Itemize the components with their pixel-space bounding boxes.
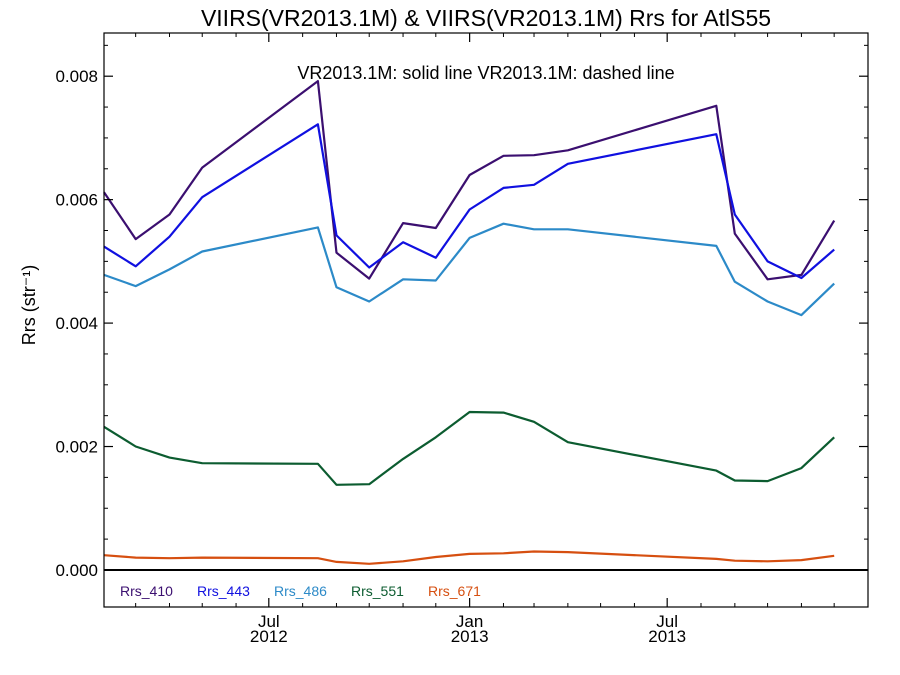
plot-frame bbox=[103, 32, 869, 608]
legend-item-rrs_443: Rrs_443 bbox=[197, 583, 250, 599]
axis-layer: 0.0000.0020.0040.0060.008Jul2012Jan2013J… bbox=[55, 33, 868, 646]
series-line-rrs_410 bbox=[103, 79, 836, 281]
legend-item-rrs_486: Rrs_486 bbox=[274, 583, 327, 599]
x-tick-label-year: 2013 bbox=[648, 627, 686, 646]
legend-item-rrs_671: Rrs_671 bbox=[428, 583, 481, 599]
legend-item-rrs_551: Rrs_551 bbox=[351, 583, 404, 599]
x-tick-label-year: 2012 bbox=[250, 627, 288, 646]
y-axis-label: Rrs (str⁻¹) bbox=[19, 265, 39, 345]
y-tick-label: 0.004 bbox=[55, 314, 98, 333]
series-line-rrs_443 bbox=[103, 123, 835, 280]
chart-subtitle: VR2013.1M: solid line VR2013.1M: dashed … bbox=[297, 63, 674, 83]
series-line-rrs_671 bbox=[103, 550, 835, 565]
x-tick-label-month: Jan bbox=[456, 612, 483, 631]
y-tick-label: 0.008 bbox=[55, 67, 98, 86]
series-line-rrs_486 bbox=[103, 222, 835, 317]
y-tick-label: 0.000 bbox=[55, 561, 98, 580]
legend-item-rrs_410: Rrs_410 bbox=[120, 583, 173, 599]
x-tick-label-year: 2013 bbox=[451, 627, 489, 646]
y-tick-label: 0.002 bbox=[55, 438, 98, 457]
x-tick-label-month: Jul bbox=[258, 612, 280, 631]
chart-title: VIIRS(VR2013.1M) & VIIRS(VR2013.1M) Rrs … bbox=[201, 5, 771, 31]
x-tick-label-month: Jul bbox=[656, 612, 678, 631]
y-tick-label: 0.006 bbox=[55, 191, 98, 210]
legend: Rrs_410 Rrs_443 Rrs_486 Rrs_551 Rrs_671 bbox=[120, 583, 481, 599]
series-layer bbox=[103, 79, 836, 565]
series-line-rrs_551 bbox=[103, 410, 835, 486]
